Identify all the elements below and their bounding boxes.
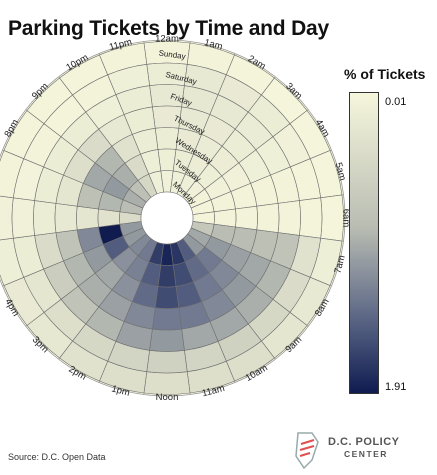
- cell-wednesday-noon: [154, 286, 180, 309]
- radial-gridline: [58, 357, 60, 360]
- dc-map-icon: [295, 432, 319, 470]
- cell-wednesday-12am: [154, 127, 180, 150]
- center-hole: [140, 191, 194, 245]
- radial-gridline: [329, 285, 332, 287]
- legend-title: % of Tickets: [344, 66, 426, 82]
- radial-gridline: [98, 380, 100, 383]
- cell-sunday-6pm: [0, 195, 14, 241]
- legend-min-label: 0.01: [385, 96, 407, 108]
- radial-gridline: [274, 76, 276, 79]
- cell-thursday-6am: [256, 203, 280, 233]
- logo-text-primary: D.C. POLICY: [328, 436, 400, 448]
- page-title: Parking Tickets by Time and Day: [8, 17, 329, 40]
- radial-gridline: [234, 380, 236, 383]
- radial-heatmap: SundaySaturdayFridayThursdayWednesdayTue…: [0, 33, 352, 403]
- cell-tuesday-6pm: [97, 208, 121, 228]
- source-note: Source: D.C. Open Data: [8, 452, 106, 462]
- cell-thursday-6pm: [54, 203, 78, 233]
- cell-tuesday-6am: [213, 208, 237, 228]
- radial-gridline: [234, 53, 236, 56]
- cell-saturday-6pm: [11, 197, 35, 239]
- radial-gridline: [2, 149, 5, 151]
- hour-label-1pm: 1pm: [110, 383, 131, 398]
- legend-color-bar: [349, 92, 379, 394]
- cell-saturday-noon: [146, 350, 188, 374]
- cell-saturday-6am: [299, 197, 323, 239]
- radial-gridline: [306, 325, 309, 327]
- hour-label-1am: 1am: [203, 37, 224, 52]
- dc-policy-center-logo: [295, 432, 319, 470]
- heatmap-cells: [0, 39, 346, 397]
- cell-tuesday-noon: [157, 264, 177, 288]
- legend-max-label: 1.91: [385, 381, 407, 393]
- radial-gridline: [58, 76, 60, 79]
- radial-gridline: [2, 285, 5, 287]
- cell-wednesday-6pm: [76, 205, 99, 231]
- cell-friday-noon: [149, 328, 185, 352]
- heatmap-grid: [2, 41, 344, 395]
- radial-gridline: [98, 53, 100, 56]
- logo-text-secondary: CENTER: [344, 449, 388, 459]
- hour-label-12am: 12am: [155, 33, 179, 44]
- cell-friday-6am: [277, 200, 301, 236]
- radial-gridline: [25, 325, 28, 327]
- cell-thursday-noon: [152, 307, 182, 331]
- radial-gridline: [274, 357, 276, 360]
- radial-gridline: [306, 109, 309, 111]
- radial-gridline: [329, 149, 332, 151]
- day-label-sunday: Sunday: [158, 48, 186, 61]
- cell-sunday-6am: [320, 194, 344, 242]
- cell-friday-6pm: [33, 200, 57, 236]
- cell-tuesday-12am: [157, 148, 177, 172]
- hour-label-6am: 6am: [341, 209, 352, 228]
- hour-label-5am: 5am: [332, 161, 347, 182]
- hour-label-7am: 7am: [332, 254, 347, 275]
- hour-label-noon: Noon: [156, 392, 179, 403]
- cell-wednesday-6am: [235, 205, 258, 231]
- radial-gridline: [25, 109, 28, 111]
